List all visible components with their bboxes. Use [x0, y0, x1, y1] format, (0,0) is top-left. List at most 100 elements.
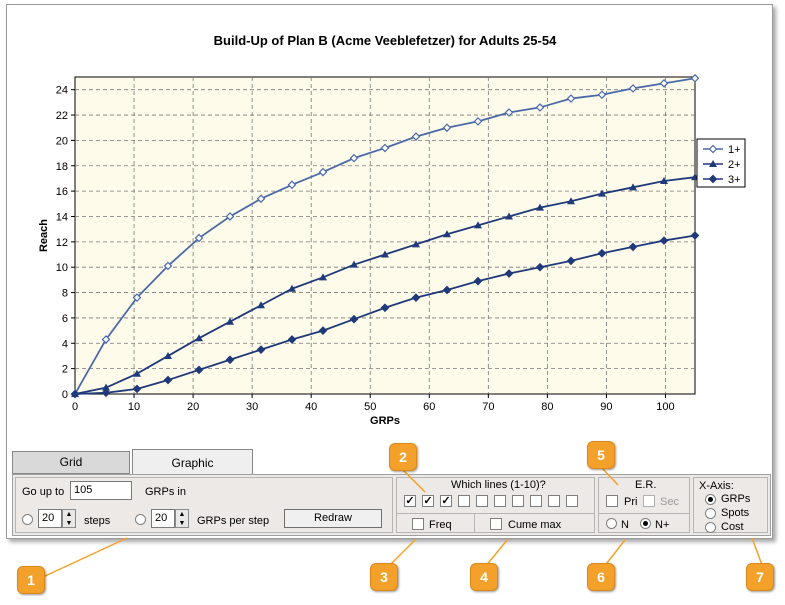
x-tick-label: 0 [72, 401, 78, 413]
data-point [101, 335, 111, 344]
callout-badge-5: 5 [587, 441, 615, 469]
freq-checkbox[interactable] [412, 518, 424, 530]
steps-input[interactable]: 20 [38, 509, 62, 528]
steps-spinner[interactable]: ▲ ▼ [62, 509, 76, 528]
data-point [349, 314, 359, 324]
x-tick-label: 40 [305, 401, 317, 413]
data-point [132, 293, 142, 302]
xaxis-cost-label: Cost [721, 521, 744, 533]
data-point [473, 117, 483, 126]
n-radio[interactable] [606, 518, 617, 529]
tab-graphic[interactable]: Graphic [132, 449, 253, 476]
line-9-checkbox[interactable] [548, 495, 560, 507]
line-6-checkbox[interactable] [494, 495, 506, 507]
spin-down-icon[interactable]: ▼ [178, 520, 186, 527]
spin-down-icon[interactable]: ▼ [65, 520, 73, 527]
steps-radio[interactable] [22, 514, 33, 525]
spin-up-icon[interactable]: ▲ [65, 511, 73, 518]
er-label: E.R. [635, 479, 657, 491]
data-point [133, 369, 141, 377]
y-tick-label: 4 [62, 338, 68, 350]
line-5-checkbox[interactable] [476, 495, 488, 507]
xaxis-grps-radio[interactable] [705, 494, 716, 505]
range-group [15, 477, 393, 533]
xaxis-spots-radio[interactable] [705, 508, 716, 519]
spin-up-icon[interactable]: ▲ [178, 511, 186, 518]
pri-checkbox[interactable] [606, 495, 618, 507]
grps-per-step-spinner[interactable]: ▲ ▼ [175, 509, 189, 528]
tab-grid[interactable]: Grid [12, 451, 130, 474]
data-point [225, 212, 235, 221]
cume-max-checkbox[interactable] [490, 518, 502, 530]
callout-badge-6: 6 [587, 563, 615, 591]
x-tick-label: 80 [541, 401, 553, 413]
sec-label: Sec [660, 496, 679, 508]
data-point [256, 194, 266, 204]
legend-label: 2+ [728, 159, 741, 171]
chart-panel: Build-Up of Plan B (Acme Veeblefetzer) f… [7, 5, 772, 447]
y-tick-label: 18 [56, 161, 68, 173]
reach-build-up-chart: Build-Up of Plan B (Acme Veeblefetzer) f… [38, 33, 746, 427]
er-group [598, 477, 690, 533]
xaxis-group [693, 477, 768, 533]
data-point [287, 180, 297, 190]
x-tick-label: 20 [187, 401, 199, 413]
xaxis-spots-label: Spots [721, 507, 750, 519]
callout-badge-2: 2 [389, 443, 417, 471]
y-tick-label: 0 [62, 389, 68, 401]
er-divider [598, 513, 690, 514]
x-tick-label: 30 [246, 401, 258, 413]
data-point [660, 176, 668, 184]
x-tick-label: 100 [656, 401, 674, 413]
y-tick-label: 10 [56, 262, 68, 274]
data-point [659, 78, 669, 88]
legend-marker [709, 160, 717, 167]
y-tick-label: 20 [56, 135, 68, 147]
callout-badge-4: 4 [470, 563, 498, 591]
data-point [567, 197, 575, 205]
go-up-to-label: Go up to [22, 486, 65, 498]
series-3 [70, 231, 700, 399]
legend-label: 3+ [728, 174, 741, 186]
data-point [256, 345, 266, 354]
redraw-button[interactable]: Redraw [284, 509, 382, 528]
data-point [628, 84, 638, 93]
data-point [319, 273, 327, 281]
data-point [411, 293, 421, 302]
callout-badge-7: 7 [746, 563, 774, 591]
data-point [288, 284, 296, 292]
data-point [70, 389, 80, 399]
xaxis-cost-radio[interactable] [705, 522, 716, 533]
line-7-checkbox[interactable] [512, 495, 524, 507]
data-point [318, 167, 328, 177]
go-up-to-input[interactable]: 105 [70, 481, 132, 500]
data-point [318, 326, 328, 335]
grps-per-step-input[interactable]: 20 [151, 509, 175, 528]
data-point [504, 108, 514, 117]
data-point [628, 242, 638, 252]
data-point [505, 212, 513, 220]
y-tick-label: 2 [62, 364, 68, 376]
y-tick-label: 16 [56, 186, 68, 198]
y-tick-label: 6 [62, 313, 68, 325]
line-2-checkbox[interactable]: ✓ [422, 495, 434, 507]
line-8-checkbox[interactable] [530, 495, 542, 507]
nplus-radio[interactable] [640, 518, 651, 529]
xaxis-label: X-Axis: [699, 480, 734, 492]
x-tick-label: 60 [423, 401, 435, 413]
line-3-checkbox[interactable]: ✓ [440, 495, 452, 507]
grps-per-step-radio[interactable] [135, 514, 146, 525]
line-4-checkbox[interactable] [458, 495, 470, 507]
x-axis-label: GRPs [370, 415, 400, 427]
legend: 1+ 2+ 3+ [696, 138, 746, 188]
legend-label: 1+ [728, 144, 741, 156]
which-lines-label: Which lines (1-10)? [451, 479, 546, 491]
data-point [411, 132, 421, 141]
data-point [195, 334, 203, 342]
line-10-checkbox[interactable] [566, 495, 578, 507]
data-point [442, 123, 452, 133]
line-1-checkbox[interactable]: ✓ [404, 495, 416, 507]
data-point [163, 375, 173, 385]
plot-area [74, 76, 696, 395]
